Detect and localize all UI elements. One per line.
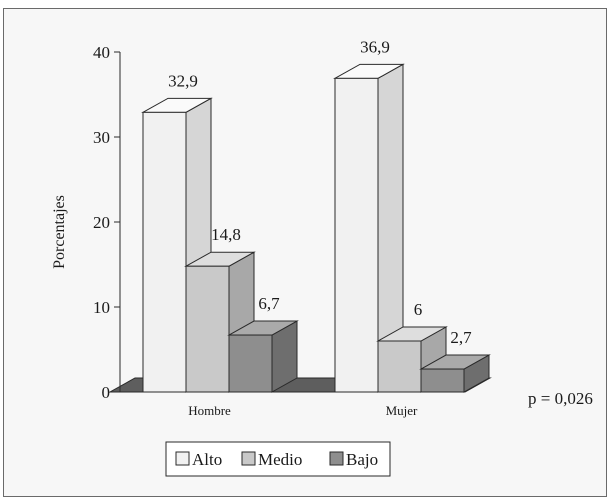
bar-mujer-alto: [333, 63, 405, 393]
legend: Alto Medio Bajo: [165, 441, 391, 477]
category-label-mujer: Mujer: [386, 403, 418, 418]
value-label-hombre-bajo: 6,7: [258, 294, 280, 313]
legend-swatch-medio: [241, 451, 256, 466]
legend-label-alto: Alto: [192, 450, 222, 469]
y-tick-label: 20: [93, 213, 110, 232]
bar-hombre-bajo: [227, 320, 299, 393]
value-label-hombre-alto: 32,9: [168, 71, 198, 90]
value-label-mujer-alto: 36,9: [360, 37, 390, 56]
legend-label-medio: Medio: [258, 450, 302, 469]
bar-front-face: [228, 334, 273, 393]
legend-swatch-bajo: [329, 451, 344, 466]
value-label-hombre-medio: 14,8: [211, 225, 241, 244]
legend-box: [165, 441, 391, 477]
bar-mujer-bajo: [419, 354, 491, 393]
legend-label-bajo: Bajo: [346, 450, 378, 469]
chart-frame: [3, 8, 607, 497]
legend-swatch-alto: [175, 451, 190, 466]
bar-front-face: [185, 265, 230, 393]
y-tick-label: 10: [93, 298, 110, 317]
category-label-hombre: Hombre: [188, 403, 231, 418]
value-label-mujer-bajo: 2,7: [450, 328, 472, 347]
bar-front-face: [420, 368, 465, 393]
value-label-mujer-medio: 6: [414, 300, 423, 319]
p-value-annotation: p = 0,026: [528, 389, 593, 408]
bar-front-face: [142, 111, 187, 393]
y-tick-label: 40: [93, 43, 110, 62]
y-tick-label: 30: [93, 128, 110, 147]
bar-front-face: [334, 77, 379, 393]
y-axis-label: Porcentajes: [51, 195, 68, 269]
y-tick-label: 0: [102, 383, 111, 402]
bar-front-face: [377, 340, 422, 393]
